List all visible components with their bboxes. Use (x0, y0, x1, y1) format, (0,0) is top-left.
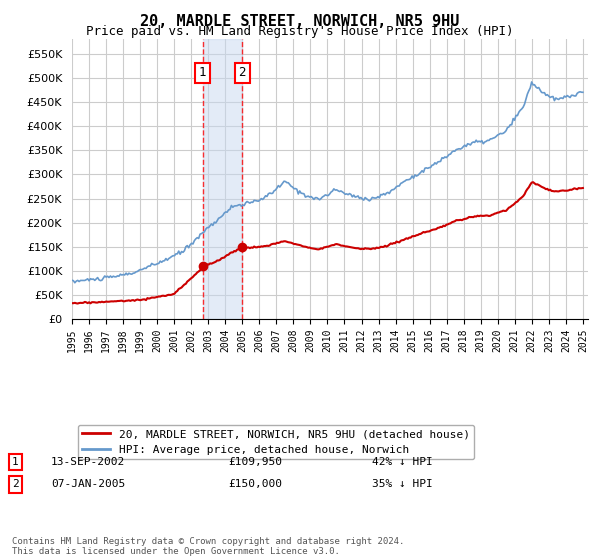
Legend: 20, MARDLE STREET, NORWICH, NR5 9HU (detached house), HPI: Average price, detach: 20, MARDLE STREET, NORWICH, NR5 9HU (det… (77, 425, 474, 459)
Text: 07-JAN-2005: 07-JAN-2005 (51, 479, 125, 489)
Text: This data is licensed under the Open Government Licence v3.0.: This data is licensed under the Open Gov… (12, 547, 340, 556)
Bar (203, 39, 242, 319)
Text: 42% ↓ HPI: 42% ↓ HPI (372, 457, 433, 467)
Text: 35% ↓ HPI: 35% ↓ HPI (372, 479, 433, 489)
Text: £109,950: £109,950 (228, 457, 282, 467)
Text: 2: 2 (12, 479, 19, 489)
Text: 13-SEP-2002: 13-SEP-2002 (51, 457, 125, 467)
Text: 2: 2 (239, 67, 246, 80)
Text: 1: 1 (199, 67, 206, 80)
Text: 20, MARDLE STREET, NORWICH, NR5 9HU: 20, MARDLE STREET, NORWICH, NR5 9HU (140, 14, 460, 29)
Text: Contains HM Land Registry data © Crown copyright and database right 2024.: Contains HM Land Registry data © Crown c… (12, 537, 404, 546)
Text: £150,000: £150,000 (228, 479, 282, 489)
Text: 1: 1 (12, 457, 19, 467)
Text: Price paid vs. HM Land Registry's House Price Index (HPI): Price paid vs. HM Land Registry's House … (86, 25, 514, 38)
